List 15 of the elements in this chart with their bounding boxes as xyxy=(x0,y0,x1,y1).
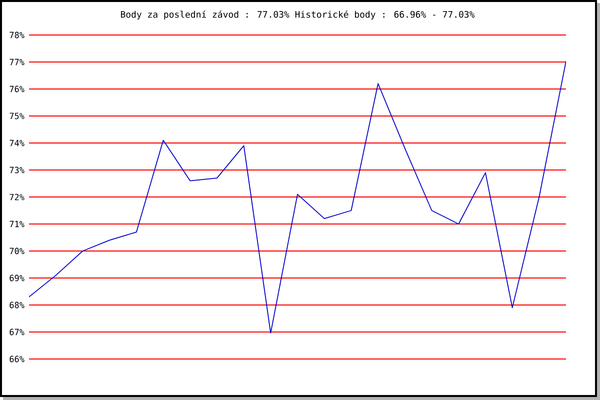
y-tick-label: 75% xyxy=(10,112,24,120)
y-tick-label: 72% xyxy=(10,194,24,200)
y-tick-label: 66% xyxy=(10,356,24,362)
y-tick-label: 76% xyxy=(10,86,24,92)
y-tick-label: 70% xyxy=(10,248,24,254)
chart-title: Body za poslední závod : 77.03% Historické body : 66.96% - 77.03% xyxy=(120,10,475,20)
y-tick-label: 67% xyxy=(10,328,24,336)
y-tick-label: 73% xyxy=(10,166,24,174)
y-tick-label: 71% xyxy=(10,220,24,228)
line-series xyxy=(29,60,566,334)
y-tick-label: 74% xyxy=(10,140,24,146)
y-tick-label: 77% xyxy=(10,58,24,66)
y-tick-label: 78% xyxy=(10,32,24,38)
y-tick-label: 69% xyxy=(10,274,24,282)
y-tick-label: 68% xyxy=(10,302,24,308)
